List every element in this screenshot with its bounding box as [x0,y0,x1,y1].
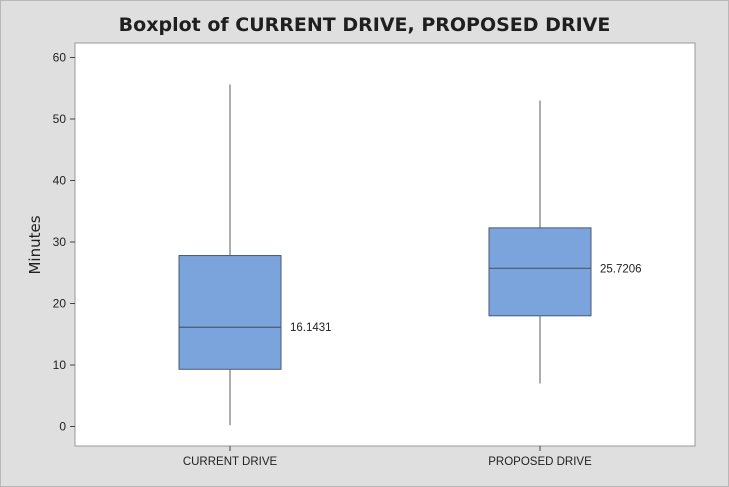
x-tick-label: CURRENT DRIVE [183,456,278,468]
y-tick-label: 0 [59,420,66,434]
median-label: 16.1431 [290,322,332,334]
y-tick-label: 50 [53,112,67,126]
x-tick-label: PROPOSED DRIVE [488,456,592,468]
chart-title: Boxplot of CURRENT DRIVE, PROPOSED DRIVE [118,14,611,36]
box [178,255,282,370]
plot-area [74,42,696,447]
y-tick-label: 60 [53,51,67,65]
y-tick-label: 40 [53,174,67,188]
median-label: 25.7206 [600,263,642,275]
y-tick-label: 20 [53,297,67,311]
y-tick-label: 30 [53,235,67,249]
box [488,227,592,317]
y-tick-label: 10 [53,358,67,372]
